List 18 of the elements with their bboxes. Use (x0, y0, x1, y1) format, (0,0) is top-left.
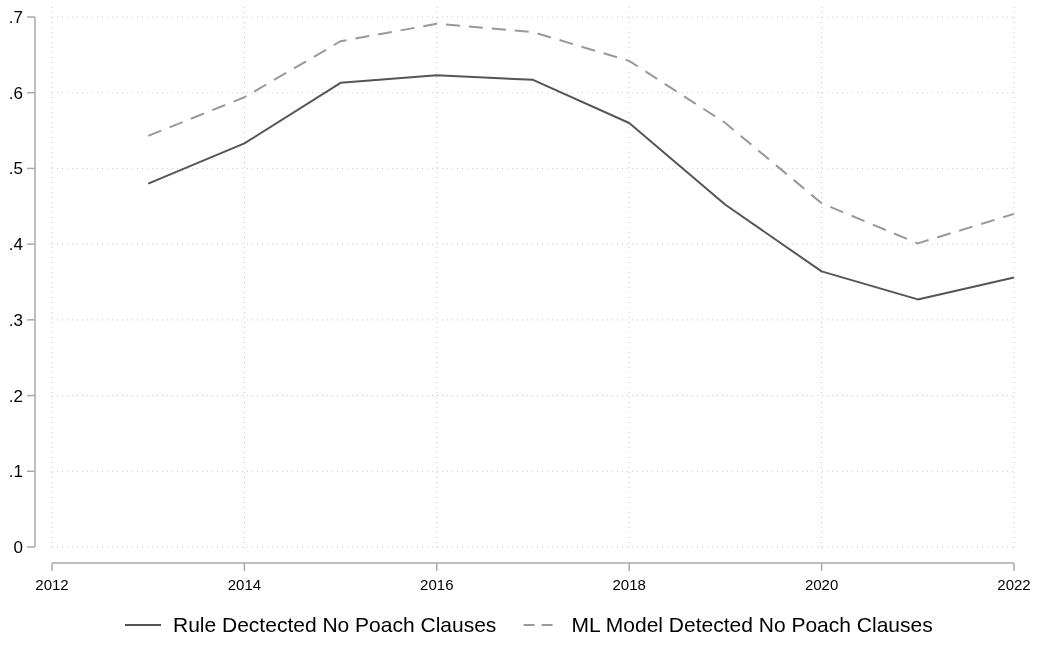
x-tick-label: 2014 (227, 576, 262, 593)
y-tick-label: .6 (8, 83, 23, 103)
y-tick-label: .4 (8, 235, 23, 255)
y-tick-label: .3 (8, 310, 23, 330)
x-tick-label: 2022 (997, 576, 1031, 593)
x-tick-label: 2012 (35, 576, 69, 593)
y-tick-label: .5 (8, 159, 23, 179)
line-series (147, 74, 1015, 301)
y-tick-label: 0 (13, 537, 23, 557)
legend-label: ML Model Detected No Poach Clauses (571, 613, 933, 636)
x-tick-label: 2018 (612, 576, 646, 593)
y-tick-label: .7 (8, 7, 23, 27)
x-tick-label: 2016 (420, 576, 454, 593)
y-tick-label: .2 (8, 386, 23, 406)
x-tick-label: 2020 (804, 576, 839, 593)
y-tick-label: .1 (8, 462, 23, 482)
line-series (147, 22, 1015, 245)
legend-label: Rule Dectected No Poach Clauses (173, 613, 497, 636)
